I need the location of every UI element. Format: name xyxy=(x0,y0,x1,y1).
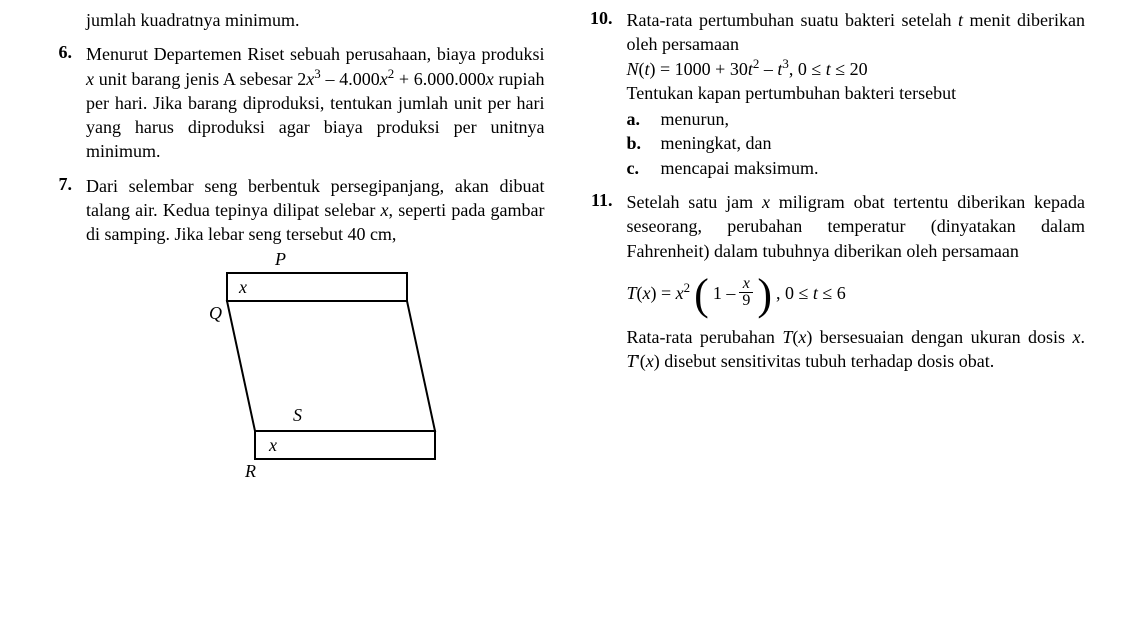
N: N xyxy=(627,59,639,79)
problem-7: 7. Dari selembar seng berbentuk persegi­… xyxy=(40,174,545,481)
label-Q: Q xyxy=(209,303,222,323)
problem-number: 6. xyxy=(40,42,72,163)
var-xend: x xyxy=(486,69,494,89)
label-S: S xyxy=(293,405,302,425)
text: Rata-rata perubahan xyxy=(627,327,783,347)
formula-Tx: T(x) = x2 ( 1 – x 9 ) , 0 ≤ t ≤ 6 xyxy=(627,271,1086,315)
problem-body: Dari selembar seng berbentuk persegi­pan… xyxy=(86,174,545,481)
sublist: a. menurun, b. meningkat, dan c. mencapa… xyxy=(627,107,1086,180)
text: disebut sensitivitas tubuh terhadap dosi… xyxy=(660,351,994,371)
problem-number: 10. xyxy=(581,8,613,180)
close-eq: ) = xyxy=(651,283,676,303)
sub-text: meningkat, dan xyxy=(661,131,772,155)
expr: 2x3 – 4.000x2 + 6.000.000x xyxy=(297,69,494,89)
Tx2: T xyxy=(782,327,792,347)
figure-svg: P x Q S x R xyxy=(185,251,445,481)
left-column: jumlah kuadratnya minimum. 6. Menurut De… xyxy=(40,8,545,491)
tail: , 0 ≤ xyxy=(789,59,826,79)
sub-c: c. mencapai maksimum. xyxy=(627,156,1086,180)
label-x-bottom: x xyxy=(268,435,277,455)
var-x: x xyxy=(381,200,389,220)
var-x: x xyxy=(762,192,770,212)
tail-b: ≤ 6 xyxy=(818,283,846,303)
big-paren-left: ( xyxy=(694,273,709,317)
text: unit barang jenis A sebesar xyxy=(94,69,297,89)
bottom-rect xyxy=(255,431,435,459)
eq-Nt: N(t) = 1000 + 30t2 – t3, 0 ≤ t ≤ 20 xyxy=(627,59,868,79)
tail2: ≤ 20 xyxy=(831,59,868,79)
eq-a: ) = 1000 + 30 xyxy=(650,59,748,79)
label-P: P xyxy=(274,251,286,269)
sub-text: mencapai maksimum. xyxy=(661,156,819,180)
label-x-top: x xyxy=(238,277,247,297)
xv4: x xyxy=(646,351,654,371)
xsq: x xyxy=(676,283,684,303)
var-x2: x xyxy=(380,69,388,89)
big-paren-right: ) xyxy=(757,273,772,317)
top-rect xyxy=(227,273,407,301)
label-R: R xyxy=(244,461,256,481)
coef: 2 xyxy=(297,69,306,89)
sub-text: menurun, xyxy=(661,107,729,131)
text: Menurut Departemen Riset sebuah perusaha… xyxy=(86,44,545,64)
problem-number: 11. xyxy=(581,190,613,373)
xv2: x xyxy=(798,327,806,347)
sub-a: a. menurun, xyxy=(627,107,1086,131)
problem-10: 10. Rata-rata pertumbuhan suatu bakteri … xyxy=(581,8,1086,180)
problem-body: Menurut Departemen Riset sebuah perusaha… xyxy=(86,42,545,163)
text: Setelah satu jam xyxy=(627,192,762,212)
sub-label: b. xyxy=(627,131,647,155)
problem-number: 7. xyxy=(40,174,72,481)
xv3: x xyxy=(1073,327,1081,347)
problem-11: 11. Setelah satu jam x miligram obat ter… xyxy=(581,190,1086,373)
page: jumlah kuadratnya minimum. 6. Menurut De… xyxy=(40,8,1085,491)
tail-a: , 0 ≤ xyxy=(776,283,813,303)
sub-label: c. xyxy=(627,156,647,180)
line3: Tentukan kapan pertumbuhan bakteri terse… xyxy=(627,83,957,103)
minus: – 4.000 xyxy=(321,69,380,89)
Tprime: T xyxy=(627,351,637,371)
problem-6: 6. Menurut Departemen Riset sebuah perus… xyxy=(40,42,545,163)
dot: . xyxy=(1081,327,1086,347)
figure-wrap: P x Q S x R xyxy=(86,251,545,481)
exp2: 2 xyxy=(684,280,690,295)
xv: x xyxy=(643,283,651,303)
fragment-prev-problem: jumlah kuadratnya minimum. xyxy=(40,8,545,32)
var-x: x xyxy=(86,69,94,89)
text: bersesuaian dengan ukuran dosis xyxy=(812,327,1072,347)
one-minus: 1 – xyxy=(713,284,736,302)
problem-body: Setelah satu jam x miligram obat ter­ten… xyxy=(627,190,1086,373)
sub-label: a. xyxy=(627,107,647,131)
sub-b: b. meningkat, dan xyxy=(627,131,1086,155)
text: Rata-rata pertumbuhan suatu bakteri sete… xyxy=(627,10,958,30)
T: T xyxy=(627,283,637,303)
frac-den: 9 xyxy=(739,292,753,310)
right-column: 10. Rata-rata pertumbuhan suatu bakteri … xyxy=(581,8,1086,491)
fraction: x 9 xyxy=(739,276,753,311)
minus: – xyxy=(759,59,777,79)
plus: + 6.000.000 xyxy=(394,69,486,89)
frac-num: x xyxy=(740,276,753,293)
mid-parallelogram xyxy=(227,301,435,431)
problem-body: Rata-rata pertumbuhan suatu bakteri sete… xyxy=(627,8,1086,180)
